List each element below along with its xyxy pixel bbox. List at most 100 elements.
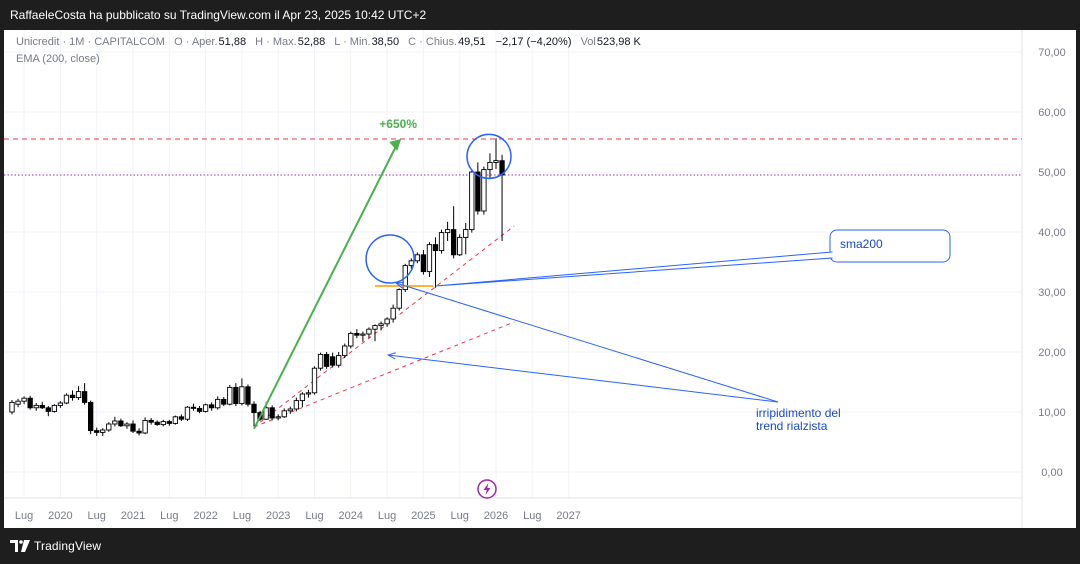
candle-body xyxy=(148,419,154,423)
steepening-label-line2: trend rialzista xyxy=(756,419,828,433)
legend-indicator[interactable]: EMA (200, close) xyxy=(16,53,100,65)
candle-body xyxy=(426,244,433,273)
candle-body xyxy=(39,404,45,409)
candle-body xyxy=(172,416,178,424)
candle-body xyxy=(51,404,58,412)
candle-body xyxy=(348,332,354,347)
price-axis-label: 20,00 xyxy=(1038,347,1066,359)
candle-body xyxy=(190,406,197,409)
sma200-callout-pointer xyxy=(435,251,833,287)
trend-line xyxy=(253,225,515,428)
time-axis-label: 2020 xyxy=(48,510,72,522)
candle-body xyxy=(444,229,451,234)
candle-body xyxy=(118,420,124,427)
tradingview-logo[interactable]: TradingView xyxy=(10,538,101,554)
steepening-arrow-lower-head xyxy=(386,352,396,360)
time-axis-label: Lug xyxy=(451,510,469,522)
time-axis-label: 2024 xyxy=(339,510,363,522)
legend-high-value: 52,88 xyxy=(297,36,326,48)
candle-body xyxy=(378,323,384,327)
candle-body xyxy=(202,404,209,412)
candle-body xyxy=(269,407,275,419)
steepening-arrow-upper-head xyxy=(394,281,405,289)
candle-body xyxy=(336,355,342,366)
candle-body xyxy=(287,408,293,412)
candle-body xyxy=(124,423,130,427)
candle-body xyxy=(299,393,306,402)
candle-body xyxy=(208,404,215,409)
legend-symbol[interactable]: Unicredit · 1M · CAPITALCOM xyxy=(16,36,165,48)
candle-body xyxy=(33,404,39,409)
candle-body xyxy=(215,398,221,409)
candle-body xyxy=(330,356,336,366)
candle-body xyxy=(420,254,427,273)
tradingview-brand: TradingView xyxy=(34,539,102,553)
time-axis-label: Lug xyxy=(233,510,251,522)
candle-body xyxy=(481,169,487,212)
candle-body xyxy=(281,410,287,418)
event-lightning-bolt xyxy=(483,483,491,495)
candle-body xyxy=(245,386,251,405)
time-axis-label: Lug xyxy=(160,510,178,522)
candle-body xyxy=(263,407,269,420)
price-axis-label: 50,00 xyxy=(1038,167,1066,179)
legend-low-label: L · Min. xyxy=(334,36,371,48)
candle-body xyxy=(239,386,245,405)
highlight-circle xyxy=(466,133,512,180)
steepening-arrow-lower-line xyxy=(388,354,779,403)
candle-body xyxy=(227,386,233,405)
candle-body xyxy=(493,160,499,163)
steepening-label-line1: irripidimento del xyxy=(756,406,841,420)
candle-body xyxy=(94,430,100,433)
candle-body xyxy=(432,244,439,252)
price-axis-label: 70,00 xyxy=(1038,47,1066,59)
candle-body xyxy=(463,229,469,238)
candle-body xyxy=(221,398,227,405)
candle-body xyxy=(275,416,281,419)
candle-body xyxy=(166,421,172,424)
time-axis-label: Lug xyxy=(305,510,323,522)
gain-arrow-head xyxy=(389,139,402,151)
candle-body xyxy=(438,232,445,252)
highlight-circle xyxy=(365,234,415,284)
candle-body xyxy=(311,367,318,394)
candle-body xyxy=(184,406,191,420)
candle-body xyxy=(305,392,312,395)
candle-body xyxy=(360,333,366,336)
footer: TradingView xyxy=(0,528,1080,564)
candle-body xyxy=(9,401,15,413)
legend-volume-value: 523,98 K xyxy=(596,36,641,48)
candle-body xyxy=(233,386,239,405)
price-axis-label: 0,00 xyxy=(1041,467,1062,479)
candle-body xyxy=(354,332,360,336)
legend-change-value: −2,17 (−4,20%) xyxy=(495,36,572,48)
candle-body xyxy=(469,171,475,231)
price-axis-label: 10,00 xyxy=(1038,407,1066,419)
legend-open-value: 51,88 xyxy=(218,36,247,48)
candle-body xyxy=(45,407,51,412)
candle-body xyxy=(178,416,185,420)
legend-open-label: O · Aper. xyxy=(174,36,218,48)
legend-close-value: 49,51 xyxy=(458,36,486,48)
candle-body xyxy=(154,421,160,426)
publisher-header: RaffaeleCosta ha pubblicato su TradingVi… xyxy=(0,0,1080,30)
tradingview-logo-icon xyxy=(10,540,30,552)
candle-body xyxy=(251,403,257,414)
time-axis-label: 2025 xyxy=(411,510,435,522)
candle-body xyxy=(451,229,457,256)
time-axis-label: Lug xyxy=(523,510,541,522)
chart-frame[interactable]: 0,00 10,00 20,00 30,00 40,00 50,00 60,00 70,00 L… xyxy=(4,30,1076,528)
candle-body xyxy=(100,429,106,433)
candlestick-chart[interactable]: 0,00 10,00 20,00 30,00 40,00 50,00 60,00 70,00 L… xyxy=(4,30,1076,528)
candle-body xyxy=(366,328,372,335)
candle-body xyxy=(130,423,136,432)
legend-close-label: C · Chius. xyxy=(408,36,458,48)
sma200-callout-box xyxy=(829,229,951,263)
candle-body xyxy=(475,171,481,212)
legend-indicator-row[interactable]: EMA (200, close) xyxy=(16,51,647,68)
candle-body xyxy=(457,236,463,256)
candle-body xyxy=(69,394,76,399)
candle-body xyxy=(57,402,64,406)
candle-body xyxy=(21,397,27,402)
price-axis-label: 60,00 xyxy=(1038,107,1066,119)
